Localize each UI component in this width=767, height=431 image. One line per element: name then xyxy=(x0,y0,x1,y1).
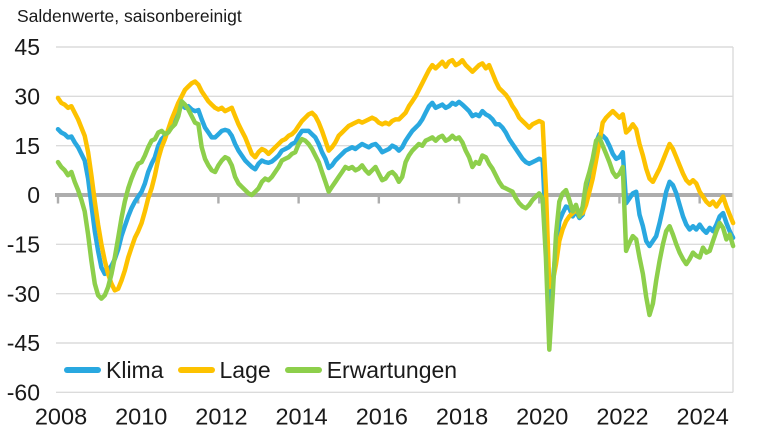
chart-title: Saldenwerte, saisonbereinigt xyxy=(17,6,242,26)
legend-item-lage: Lage xyxy=(177,356,285,384)
y-axis-tick-label: -30 xyxy=(7,281,40,307)
x-axis-tick-label: 2016 xyxy=(356,404,408,430)
x-axis-tick-label: 2010 xyxy=(115,404,167,430)
x-axis-tick-label: 2020 xyxy=(516,404,568,430)
legend-item-klima: Klima xyxy=(64,357,178,384)
y-axis-tick-label: 15 xyxy=(14,133,40,159)
legend-swatch-klima xyxy=(64,367,101,373)
y-axis-tick-label: -15 xyxy=(7,232,40,258)
legend-item-erwartungen: Erwartungen xyxy=(284,356,471,384)
legend-label: Lage xyxy=(219,356,271,383)
series-line-erwartungen xyxy=(55,99,736,352)
y-axis-tick-label: -60 xyxy=(7,380,40,406)
y-axis-tick-label: -45 xyxy=(7,330,40,356)
x-axis-tick-label: 2012 xyxy=(195,404,247,430)
y-axis-tick-label: 30 xyxy=(14,84,40,110)
chart-legend: Klima Lage Erwartungen xyxy=(64,355,471,385)
x-axis-tick-label: 2018 xyxy=(436,404,488,430)
legend-label: Erwartungen xyxy=(326,356,458,383)
y-axis-tick-label: 0 xyxy=(27,182,40,208)
x-axis-tick-label: 2008 xyxy=(35,404,87,430)
x-axis-tick-label: 2014 xyxy=(275,404,327,430)
legend-swatch-lage xyxy=(177,367,215,373)
x-axis-tick-label: 2024 xyxy=(677,404,729,430)
y-axis-tick-label: 45 xyxy=(14,34,40,60)
series-line-lage xyxy=(55,57,736,293)
legend-swatch-erwartungen xyxy=(284,367,322,373)
x-axis-tick-label: 2022 xyxy=(596,404,648,430)
legend-label: Klima xyxy=(106,356,164,383)
